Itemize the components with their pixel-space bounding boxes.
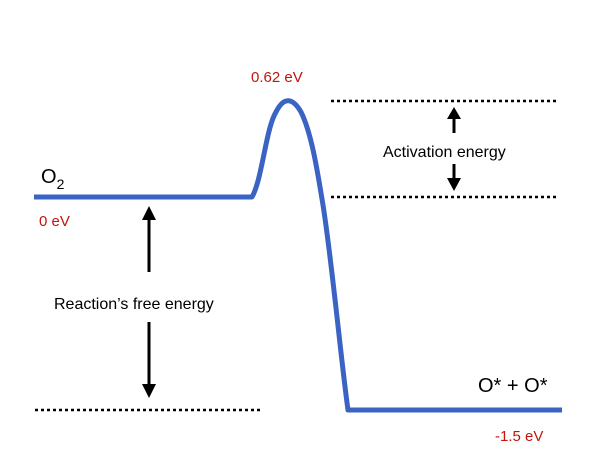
reaction-free-energy-label: Reaction’s free energy <box>54 296 214 313</box>
reactant-species-subscript: 2 <box>57 176 65 192</box>
reaction-free-energy-arrow-down <box>142 322 156 398</box>
activation-energy-arrow-down <box>447 164 461 191</box>
reactant-species-main: O <box>41 166 57 188</box>
activation-energy-arrow-up <box>447 107 461 133</box>
product-energy-label: -1.5 eV <box>495 428 543 445</box>
activation-energy-label: Activation energy <box>383 144 506 161</box>
reactant-energy-label: 0 eV <box>39 213 70 230</box>
product-species-label: O* + O* <box>478 375 548 397</box>
reaction-energy-curve <box>34 98 562 413</box>
transition-state-energy-label: 0.62 eV <box>251 69 303 86</box>
reactant-species-label: O2 <box>41 166 65 192</box>
reaction-free-energy-arrow-up <box>142 206 156 272</box>
